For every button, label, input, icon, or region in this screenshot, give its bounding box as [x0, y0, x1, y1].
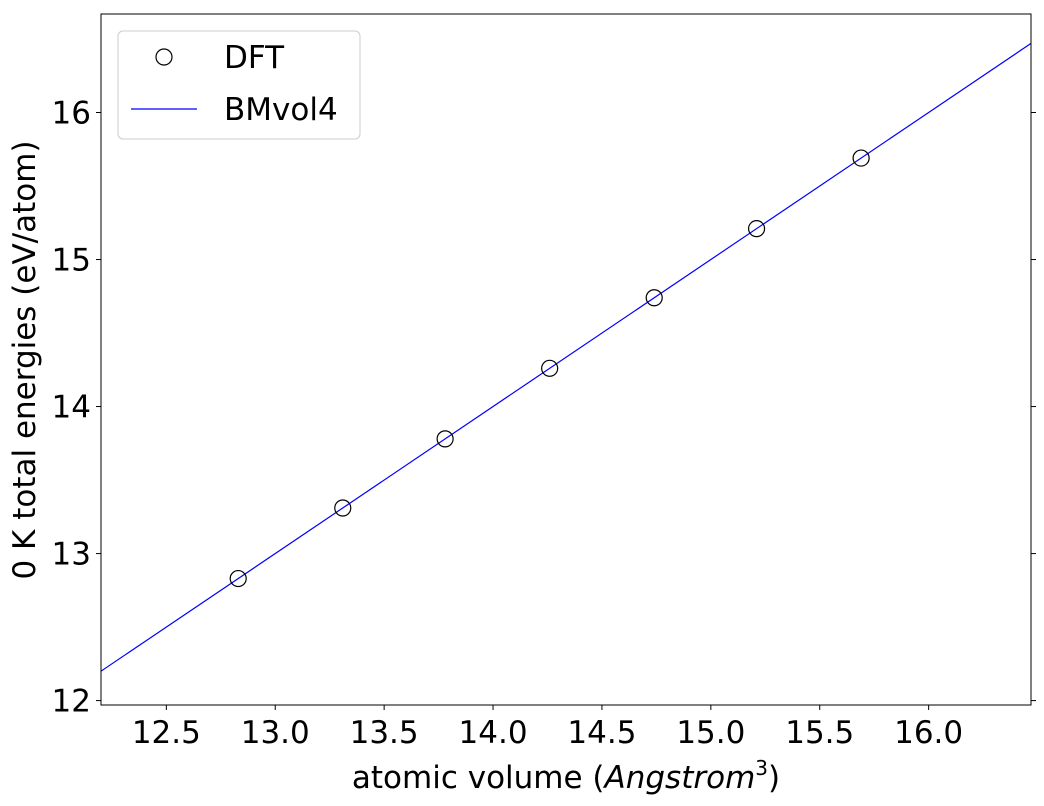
y-tick-label: 16	[52, 96, 91, 132]
dft-point	[645, 289, 663, 307]
y-tick-label: 14	[52, 390, 91, 426]
y-tick-label: 12	[52, 684, 91, 720]
plot-frame	[100, 13, 1032, 706]
x-ticks: 12.5 13.0 13.5 14.0 14.5 15.0 15.5 16.0	[132, 705, 963, 751]
x-axis-label: atomic volume (Angstrom3)	[352, 756, 780, 796]
x-tick-label: 15.0	[676, 715, 745, 751]
y-axis-label: 0 K total energies (eV/atom)	[7, 140, 43, 579]
x-tick-label: 13.0	[241, 715, 310, 751]
dft-point	[436, 430, 454, 448]
dft-point	[334, 499, 352, 517]
legend-dft-label: DFT	[224, 40, 285, 76]
x-tick-label: 12.5	[132, 715, 201, 751]
x-tick-label: 15.5	[785, 715, 854, 751]
x-tick-label: 14.5	[567, 715, 636, 751]
dft-point	[852, 149, 870, 167]
legend: DFT BMvol4	[117, 30, 361, 140]
legend-box	[117, 30, 361, 140]
x-tick-label: 16.0	[894, 715, 963, 751]
x-axis-label-superscript: 3	[755, 756, 768, 780]
dft-point	[541, 359, 559, 377]
dft-point	[229, 569, 247, 588]
x-tick-label: 13.5	[350, 715, 419, 751]
x-axis-label-italic: Angstrom	[603, 760, 756, 796]
dft-point	[747, 220, 766, 238]
x-axis-label-close: )	[768, 760, 780, 796]
legend-dft-marker	[155, 48, 173, 66]
legend-bmvol4-label: BMvol4	[224, 92, 338, 128]
x-axis-label-text: atomic volume (	[352, 760, 605, 796]
y-ticks: 12 13 14 15 16	[52, 96, 1036, 720]
bmvol4-fit-line	[100, 42, 1032, 672]
y-tick-label: 13	[52, 537, 91, 573]
series-layer	[100, 42, 1032, 672]
y-tick-label: 15	[52, 243, 91, 279]
x-tick-label: 14.0	[459, 715, 528, 751]
